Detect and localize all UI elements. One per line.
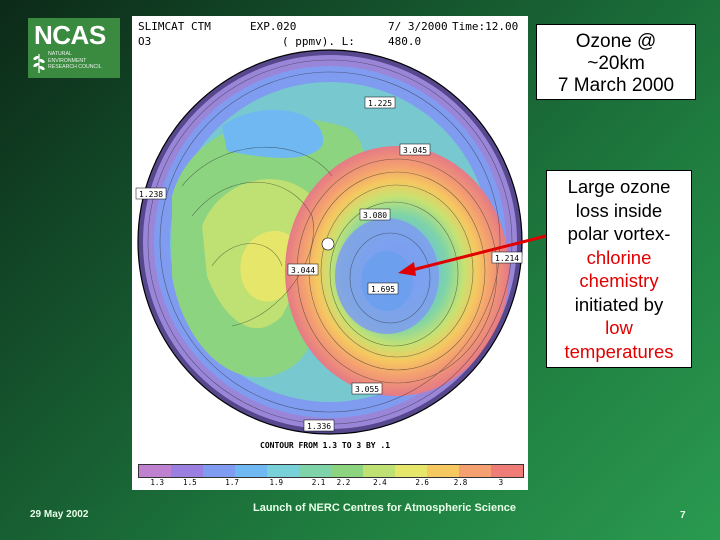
map-label: 1.336 xyxy=(307,422,331,431)
scale-swatch xyxy=(331,465,363,477)
note-line: loss inside xyxy=(575,199,663,221)
header-species: O3 xyxy=(138,35,152,48)
leaf-icon xyxy=(33,54,45,74)
header-time: Time:12.00 xyxy=(452,20,519,33)
scale-swatch xyxy=(395,465,427,477)
map-label: 3.044 xyxy=(291,266,315,275)
note-line-highlight: chlorine xyxy=(586,246,652,268)
slide-number: 7 xyxy=(680,510,686,521)
contour-note: CONTOUR FROM 1.3 TO 3 BY .1 xyxy=(260,441,391,450)
yellow-region xyxy=(240,230,301,302)
scale-tick-label: 2.4 xyxy=(373,478,387,487)
footer-title: Launch of NERC Centres for Atmospheric S… xyxy=(253,502,517,514)
scale-swatch xyxy=(363,465,395,477)
scale-swatch xyxy=(459,465,491,477)
logo-line: ENVIRONMENT xyxy=(48,57,87,64)
scale-tick-label: 3 xyxy=(498,478,504,487)
scale-swatch xyxy=(267,465,299,477)
footer-date: 29 May 2002 xyxy=(30,509,89,520)
map-label: 3.045 xyxy=(403,146,427,155)
scale-swatch xyxy=(491,465,523,477)
scale-tick-label: 1.5 xyxy=(183,478,197,487)
logo-line: RESEARCH COUNCIL xyxy=(48,64,102,70)
header-units: ( ppmv). L: xyxy=(282,35,355,48)
header-level: 480.0 xyxy=(388,35,422,48)
note-line-highlight: temperatures xyxy=(564,340,674,362)
scale-swatch xyxy=(427,465,459,477)
scale-swatch xyxy=(203,465,235,477)
scale-tick-label: 2.8 xyxy=(453,478,468,487)
note-line: Large ozone xyxy=(567,176,671,197)
map-label: 1.238 xyxy=(139,190,163,199)
scale-ticks: 1.3 1.5 1.7 1.9 2.1 2.2 2.4 2.6 2.8 3 xyxy=(138,478,522,488)
ncas-logo: NCAS NATURAL ENVIRONMENT RESEARCH COUNCI… xyxy=(28,18,120,78)
scale-swatch xyxy=(139,465,171,477)
scale-swatch xyxy=(299,465,331,477)
note-line-highlight: chemistry xyxy=(579,270,659,291)
title-callout: Ozone @ ~20km 7 March 2000 xyxy=(536,24,696,100)
scale-swatch xyxy=(235,465,267,477)
color-scale xyxy=(138,464,524,478)
scale-swatch xyxy=(171,465,203,477)
map-label: 3.080 xyxy=(363,211,387,220)
title-line: ~20km xyxy=(587,53,645,74)
header-date: 7/ 3/2000 xyxy=(388,20,448,33)
scale-tick-label: 2.2 xyxy=(336,478,351,487)
note-line: polar vortex- xyxy=(567,223,671,244)
scale-tick-label: 2.6 xyxy=(415,478,429,487)
title-line: 7 March 2000 xyxy=(557,75,675,96)
annotation-callout: Large ozone loss inside polar vortex- ch… xyxy=(546,170,692,368)
north-pole-icon xyxy=(321,237,335,251)
map-label: 1.695 xyxy=(371,285,395,294)
scale-tick-label: 1.3 xyxy=(150,478,164,487)
note-line-highlight: low xyxy=(605,317,633,338)
scale-tick-label: 1.7 xyxy=(225,478,239,487)
map-label: 1.225 xyxy=(368,99,392,108)
blue-region xyxy=(222,109,323,158)
map-label: 3.055 xyxy=(355,385,379,394)
map-label: 1.214 xyxy=(495,254,519,263)
logo-line: NATURAL xyxy=(48,51,72,57)
scale-tick-label: 1.9 xyxy=(269,478,284,487)
logo-wordmark: NCAS xyxy=(34,20,106,50)
ozone-map-figure: SLIMCAT CTM EXP.020 7/ 3/2000 Time:12.00… xyxy=(132,16,528,490)
title-line: Ozone @ xyxy=(575,31,657,52)
logo-subtitle: NATURAL ENVIRONMENT RESEARCH COUNCIL xyxy=(48,51,102,71)
scale-tick-label: 2.1 xyxy=(311,478,326,487)
note-line: initiated by xyxy=(574,293,664,315)
header-model: SLIMCAT CTM xyxy=(138,20,211,33)
map-value-labels: 1.225 3.045 3.080 3.044 1.695 3.055 1.33… xyxy=(135,96,523,432)
header-exp: EXP.020 xyxy=(250,20,297,33)
